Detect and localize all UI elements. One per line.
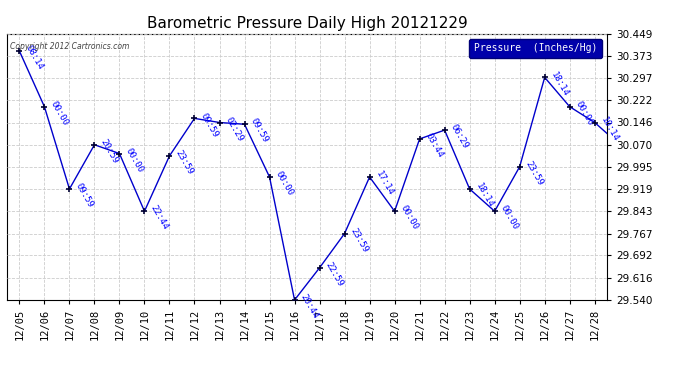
Legend: Pressure  (Inches/Hg): Pressure (Inches/Hg): [469, 39, 602, 58]
Text: 20:44: 20:44: [299, 293, 320, 321]
Text: 23:59: 23:59: [524, 159, 545, 187]
Text: 09:59: 09:59: [199, 111, 220, 139]
Text: 00:00: 00:00: [48, 99, 70, 127]
Text: 00:00: 00:00: [124, 146, 145, 174]
Text: 20:59: 20:59: [99, 138, 120, 165]
Text: 02:29: 02:29: [224, 115, 245, 143]
Text: 09:59: 09:59: [74, 182, 95, 210]
Text: 06:29: 06:29: [448, 123, 470, 151]
Text: 18:14: 18:14: [474, 182, 495, 210]
Text: 22:44: 22:44: [148, 204, 170, 232]
Text: 18:14: 18:14: [549, 70, 570, 98]
Text: 00:00: 00:00: [274, 170, 295, 198]
Text: 09:59: 09:59: [248, 117, 270, 145]
Text: 00:00: 00:00: [574, 99, 595, 127]
Text: 22:59: 22:59: [324, 261, 345, 288]
Text: 03:44: 03:44: [424, 132, 445, 159]
Text: 23:59: 23:59: [174, 148, 195, 176]
Text: 00:00: 00:00: [0, 374, 1, 375]
Text: 00:00: 00:00: [499, 204, 520, 232]
Title: Barometric Pressure Daily High 20121229: Barometric Pressure Daily High 20121229: [147, 16, 467, 31]
Text: 23:59: 23:59: [348, 226, 370, 254]
Text: 08:14: 08:14: [23, 44, 45, 72]
Text: 00:00: 00:00: [399, 204, 420, 232]
Text: 10:14: 10:14: [599, 115, 620, 143]
Text: 17:14: 17:14: [374, 170, 395, 198]
Text: Copyright 2012 Cartronics.com: Copyright 2012 Cartronics.com: [10, 42, 129, 51]
